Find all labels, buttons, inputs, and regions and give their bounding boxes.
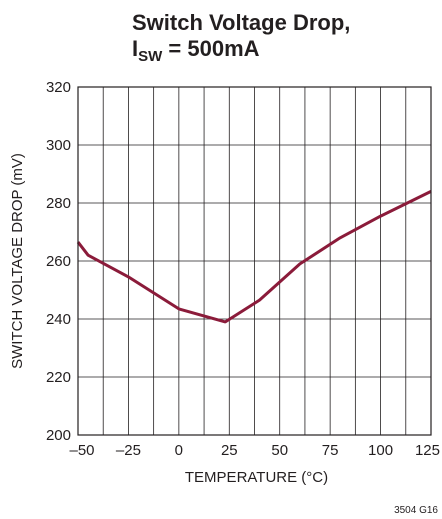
x-tick-label: –50 <box>69 442 94 459</box>
x-tick-label: 50 <box>271 442 288 459</box>
y-tick-labels: 200 220 240 260 280 300 320 <box>46 79 71 444</box>
title-subscript: SW <box>138 48 163 65</box>
y-tick-label: 220 <box>46 369 71 386</box>
y-tick-label: 320 <box>46 79 71 96</box>
y-axis-label: SWITCH VOLTAGE DROP (mV) <box>9 153 26 369</box>
plot-frame <box>77 86 432 436</box>
chart-title-line2: ISW = 500mA <box>132 36 350 65</box>
x-tick-label: 0 <box>175 442 183 459</box>
chart-title-line1: Switch Voltage Drop, <box>132 10 351 35</box>
x-tick-label: –25 <box>116 442 141 459</box>
series-line <box>76 190 432 324</box>
x-tick-label: 125 <box>415 442 440 459</box>
chart-title: Switch Voltage Drop, ISW = 500mA <box>132 10 350 65</box>
series-layer <box>76 190 432 324</box>
x-tick-label: 25 <box>221 442 238 459</box>
y-tick-label: 240 <box>46 311 71 328</box>
x-axis-label: TEMPERATURE (°C) <box>185 469 328 486</box>
y-tick-label: 200 <box>46 427 71 444</box>
x-tick-label: 100 <box>368 442 393 459</box>
y-tick-label: 300 <box>46 137 71 154</box>
title-i: I <box>132 36 139 61</box>
y-tick-label: 260 <box>46 253 71 270</box>
y-tick-label: 280 <box>46 195 71 212</box>
title-rest: = 500mA <box>162 36 260 61</box>
grid <box>78 87 431 435</box>
x-tick-labels: –50 –25 0 25 50 75 100 125 <box>69 442 440 459</box>
x-tick-label: 75 <box>322 442 339 459</box>
figure-code: 3504 G16 <box>394 505 438 516</box>
